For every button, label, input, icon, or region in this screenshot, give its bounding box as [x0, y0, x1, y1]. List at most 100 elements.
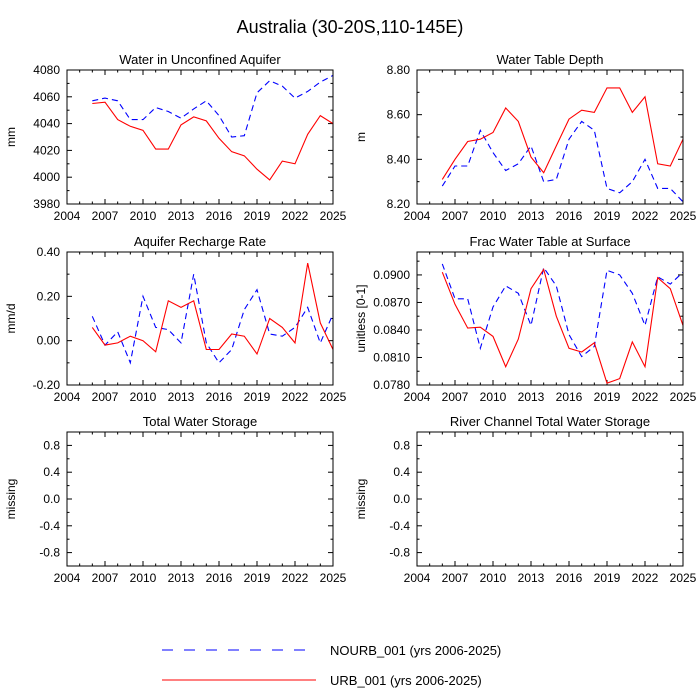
x-tick-label: 2022: [632, 571, 659, 585]
panel-5: Total Water Storage missing 2004 2007 2010 20…: [4, 414, 347, 585]
y-axis-label: unitless [0-1]: [354, 284, 368, 352]
panel-6: River Channel Total Water Storage missing…: [354, 414, 697, 585]
legend-label-2: URB_001 (yrs 2006-2025): [330, 673, 482, 688]
panel-title: Water in Unconfined Aquifer: [119, 52, 281, 67]
plot-frame: [416, 431, 684, 567]
y-axis-label: mm/d: [4, 304, 18, 334]
x-tick-label: 2019: [594, 209, 621, 223]
y-tick-label: 8.80: [387, 63, 411, 77]
y-tick-label: 0.0: [393, 492, 410, 506]
y-axis-label: m: [354, 132, 368, 142]
x-tick-label: 2025: [320, 390, 347, 404]
series-line-urb-001: [92, 101, 334, 181]
x-tick-label: 2010: [130, 209, 157, 223]
x-tick-label: 2022: [282, 390, 309, 404]
x-tick-label: 2013: [168, 209, 195, 223]
plot-frame: [66, 431, 334, 567]
legend: NOURB_001 (yrs 2006-2025) URB_001 (yrs 20…: [162, 643, 501, 688]
x-tick-label: 2013: [518, 209, 545, 223]
x-tick-label: 2007: [92, 571, 119, 585]
y-axis-label: missing: [4, 479, 18, 520]
figure-title: Australia (30-20S,110-145E): [237, 17, 464, 37]
series-line-nourb-001: [91, 274, 334, 365]
y-tick-label: -0.4: [39, 519, 60, 533]
x-tick-label: 2016: [556, 571, 583, 585]
y-tick-label: 0.00: [37, 334, 61, 348]
x-tick-label: 2007: [442, 571, 469, 585]
panel-title: Aquifer Recharge Rate: [134, 234, 266, 249]
x-tick-label: 2013: [518, 390, 545, 404]
x-tick-label: 2019: [244, 571, 271, 585]
x-tick-label: 2004: [404, 571, 431, 585]
y-tick-label: 0.4: [43, 465, 60, 479]
x-tick-label: 2004: [404, 390, 431, 404]
panel-2: Water Table Depth m 2004 2007 2010 2013 2016 20…: [354, 52, 697, 223]
panel-title: Water Table Depth: [497, 52, 604, 67]
x-tick-label: 2004: [54, 390, 81, 404]
panel-title: Total Water Storage: [143, 414, 257, 429]
panels-group: Water in Unconfined Aquifer mm 2004 2007 201…: [4, 52, 697, 585]
series-line-urb-001: [441, 268, 684, 384]
panel-3: Aquifer Recharge Rate mm/d 2004 2007 2010 201…: [4, 234, 347, 404]
y-tick-label: -0.8: [389, 546, 410, 560]
x-tick-label: 2022: [632, 390, 659, 404]
x-tick-label: 2010: [130, 390, 157, 404]
plot-frame: [66, 69, 334, 205]
x-tick-label: 2010: [480, 209, 507, 223]
x-tick-label: 2010: [480, 390, 507, 404]
x-tick-label: 2025: [320, 571, 347, 585]
y-tick-label: 0.40: [37, 245, 61, 259]
series-line-nourb-001: [441, 263, 684, 358]
series-line-urb-001: [441, 87, 684, 180]
x-tick-label: 2013: [518, 571, 545, 585]
x-tick-label: 2010: [130, 571, 157, 585]
plot-frame: [416, 251, 684, 386]
x-tick-label: 2025: [670, 209, 697, 223]
y-axis-label: mm: [4, 127, 18, 147]
y-axis-label: missing: [354, 479, 368, 520]
panel-title: River Channel Total Water Storage: [450, 414, 650, 429]
y-tick-label: 4060: [33, 90, 60, 104]
plot-frame: [66, 251, 334, 386]
x-tick-label: 2004: [54, 571, 81, 585]
x-tick-label: 2019: [244, 209, 271, 223]
panel-4: Frac Water Table at Surface unitless [0-1…: [354, 234, 697, 404]
x-tick-label: 2022: [282, 571, 309, 585]
x-tick-label: 2025: [670, 571, 697, 585]
y-tick-label: -0.4: [389, 519, 410, 533]
y-tick-label: 0.0870: [373, 295, 410, 309]
x-tick-label: 2025: [320, 209, 347, 223]
x-tick-label: 2007: [442, 390, 469, 404]
y-tick-label: 8.40: [387, 152, 411, 166]
x-tick-label: 2022: [282, 209, 309, 223]
x-tick-label: 2010: [480, 571, 507, 585]
x-tick-label: 2019: [594, 571, 621, 585]
legend-label-1: NOURB_001 (yrs 2006-2025): [330, 643, 501, 658]
x-tick-label: 2016: [556, 390, 583, 404]
x-tick-label: 2007: [92, 390, 119, 404]
x-tick-label: 2013: [168, 571, 195, 585]
panel-1: Water in Unconfined Aquifer mm 2004 2007 201…: [4, 52, 347, 223]
x-tick-label: 2016: [206, 390, 233, 404]
y-tick-label: 4000: [33, 170, 60, 184]
y-tick-label: 4040: [33, 117, 60, 131]
y-tick-label: 4020: [33, 143, 60, 157]
x-tick-label: 2025: [670, 390, 697, 404]
y-tick-label: -0.20: [33, 378, 61, 392]
y-tick-label: 0.0840: [373, 323, 410, 337]
y-tick-label: 4080: [33, 63, 60, 77]
x-tick-label: 2016: [206, 571, 233, 585]
plot-frame: [416, 69, 684, 205]
x-tick-label: 2007: [442, 209, 469, 223]
series-line-nourb-001: [92, 74, 334, 138]
x-tick-label: 2022: [632, 209, 659, 223]
y-tick-label: 8.60: [387, 108, 411, 122]
y-tick-label: -0.8: [39, 546, 60, 560]
x-tick-label: 2019: [594, 390, 621, 404]
panel-title: Frac Water Table at Surface: [469, 234, 630, 249]
series-line-urb-001: [91, 262, 334, 356]
y-tick-label: 0.8: [43, 438, 60, 452]
x-tick-label: 2016: [206, 209, 233, 223]
y-tick-label: 0.0: [43, 492, 60, 506]
